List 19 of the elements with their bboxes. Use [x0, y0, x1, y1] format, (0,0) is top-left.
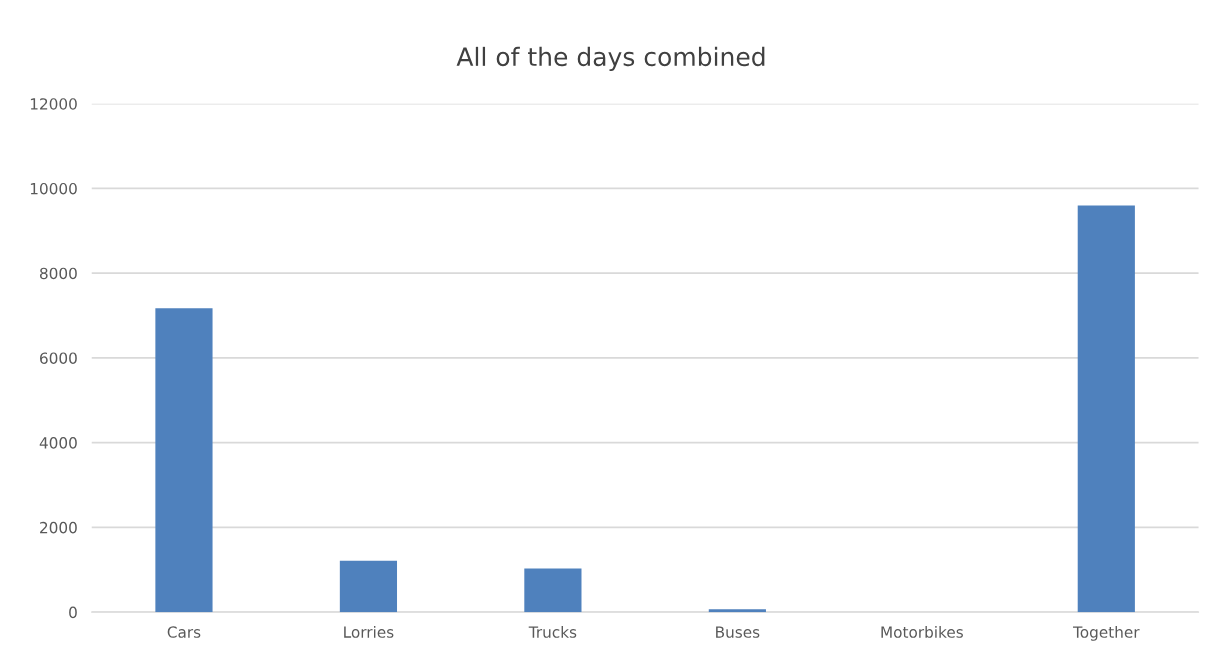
x-tick-label: Cars: [167, 626, 201, 638]
y-tick-label: 0: [69, 606, 77, 619]
y-tick-label: 6000: [40, 352, 77, 364]
x-tick-label: Trucks: [528, 626, 577, 638]
bar: [524, 568, 582, 613]
x-tick-label: Lorries: [344, 626, 394, 638]
bar: [155, 308, 213, 613]
y-tick-label: 10000: [30, 182, 77, 195]
y-tick-label: 4000: [39, 437, 77, 449]
bar: [708, 609, 766, 613]
y-tick-label: 8000: [39, 267, 77, 280]
bar: [1077, 205, 1135, 613]
x-tick-label: Buses: [716, 626, 760, 638]
x-tick-label: Together: [1072, 626, 1140, 641]
x-tick-label: Motorbikes: [881, 626, 963, 638]
bar: [339, 560, 398, 613]
y-tick-label: 2000: [40, 521, 77, 534]
chart-title: All of the days combined: [456, 46, 765, 72]
y-tick-label: 12000: [30, 98, 77, 110]
